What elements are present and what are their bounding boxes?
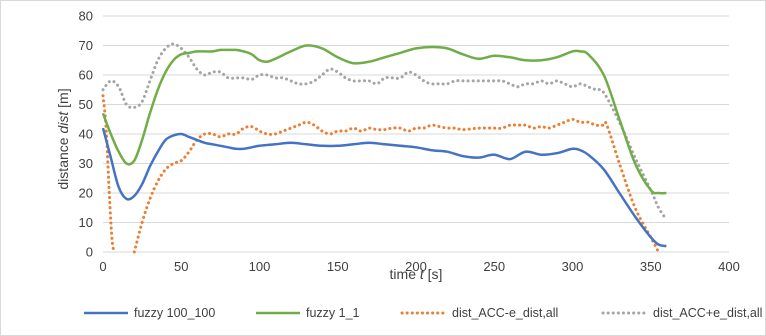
x-tick-label: 400 [718, 259, 740, 274]
y-axis-title: distance dist [m] [55, 88, 71, 189]
x-tick-label: 250 [483, 259, 505, 274]
x-axis-title: time t [s] [390, 266, 443, 282]
x-tick-label: 150 [327, 259, 349, 274]
y-tick-label: 30 [79, 156, 93, 171]
series-line-dist-acc-e-dist-all [132, 117, 661, 254]
x-tick-label: 0 [99, 259, 106, 274]
legend-label-dist-acc-e-dist-all: dist_ACC+e_dist,all [653, 306, 762, 320]
tick-labels: 0 10 20 30 40 50 60 70 80 0 50 100 150 200 250 300 350 40… [79, 9, 740, 275]
y-tick-label: 10 [79, 215, 93, 230]
x-tick-label: 350 [640, 259, 662, 274]
x-tick-label: 50 [174, 259, 188, 274]
legend-label-dist-acc-e-dist-all: dist_ACC-e_dist,all [452, 306, 558, 320]
series-lines [101, 42, 668, 254]
legend-label-fuzzy-1-1: fuzzy 1_1 [306, 306, 360, 320]
y-tick-label: 0 [86, 245, 93, 260]
y-tick-label: 80 [79, 9, 93, 24]
y-tick-label: 20 [79, 186, 93, 201]
legend: fuzzy 100_100 fuzzy 1_1 dist_ACC-e_dist,al… [84, 306, 762, 320]
y-tick-label: 50 [79, 97, 93, 112]
series-line-fuzzy-1-1 [101, 44, 667, 195]
legend-label-fuzzy-100-100: fuzzy 100_100 [134, 306, 215, 320]
series-line-dist-acc-e-dist-all [101, 42, 668, 222]
x-tick-label: 300 [562, 259, 584, 274]
series-line-fuzzy-100-100 [101, 127, 667, 248]
y-tick-label: 60 [79, 68, 93, 83]
y-tick-label: 40 [79, 127, 93, 142]
x-tick-label: 100 [249, 259, 271, 274]
y-tick-label: 70 [79, 38, 93, 53]
gridlines [103, 15, 729, 253]
x-tick-label: 200 [405, 259, 427, 274]
